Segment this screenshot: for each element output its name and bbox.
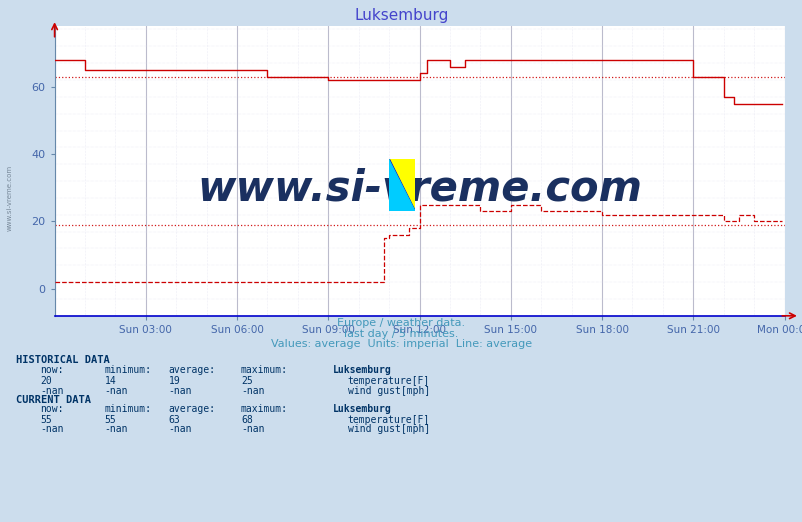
Text: temperature[F]: temperature[F] — [347, 415, 429, 425]
Text: www.si-vreme.com: www.si-vreme.com — [196, 168, 642, 209]
Text: 55: 55 — [104, 415, 116, 425]
Text: 20: 20 — [40, 376, 52, 386]
Text: 14: 14 — [104, 376, 116, 386]
Text: -nan: -nan — [168, 424, 192, 434]
Text: maximum:: maximum: — [241, 405, 288, 414]
Text: 19: 19 — [168, 376, 180, 386]
Text: -nan: -nan — [104, 386, 128, 396]
Text: average:: average: — [168, 365, 216, 375]
Text: temperature[F]: temperature[F] — [347, 376, 429, 386]
Text: Europe / weather data.: Europe / weather data. — [337, 318, 465, 328]
Text: Values: average  Units: imperial  Line: average: Values: average Units: imperial Line: av… — [270, 339, 532, 349]
Text: 25: 25 — [241, 376, 253, 386]
Text: Luksemburg: Luksemburg — [354, 8, 448, 23]
Polygon shape — [388, 159, 415, 211]
Text: maximum:: maximum: — [241, 365, 288, 375]
Text: average:: average: — [168, 405, 216, 414]
Text: 55: 55 — [40, 415, 52, 425]
Text: now:: now: — [40, 365, 63, 375]
Text: wind gust[mph]: wind gust[mph] — [347, 424, 429, 434]
Text: HISTORICAL DATA: HISTORICAL DATA — [16, 355, 110, 365]
Text: last day / 5 minutes.: last day / 5 minutes. — [344, 329, 458, 339]
Text: Luksemburg: Luksemburg — [333, 365, 391, 375]
Text: www.si-vreme.com: www.si-vreme.com — [6, 165, 13, 231]
Text: 68: 68 — [241, 415, 253, 425]
Text: wind gust[mph]: wind gust[mph] — [347, 386, 429, 396]
Text: minimum:: minimum: — [104, 365, 152, 375]
Text: -nan: -nan — [241, 386, 264, 396]
Text: -nan: -nan — [241, 424, 264, 434]
Polygon shape — [388, 159, 415, 211]
Text: -nan: -nan — [168, 386, 192, 396]
Text: 63: 63 — [168, 415, 180, 425]
Polygon shape — [388, 159, 415, 211]
Text: -nan: -nan — [104, 424, 128, 434]
Text: -nan: -nan — [40, 424, 63, 434]
Text: now:: now: — [40, 405, 63, 414]
Text: CURRENT DATA: CURRENT DATA — [16, 395, 91, 405]
Text: -nan: -nan — [40, 386, 63, 396]
Text: Luksemburg: Luksemburg — [333, 405, 391, 414]
Text: minimum:: minimum: — [104, 405, 152, 414]
